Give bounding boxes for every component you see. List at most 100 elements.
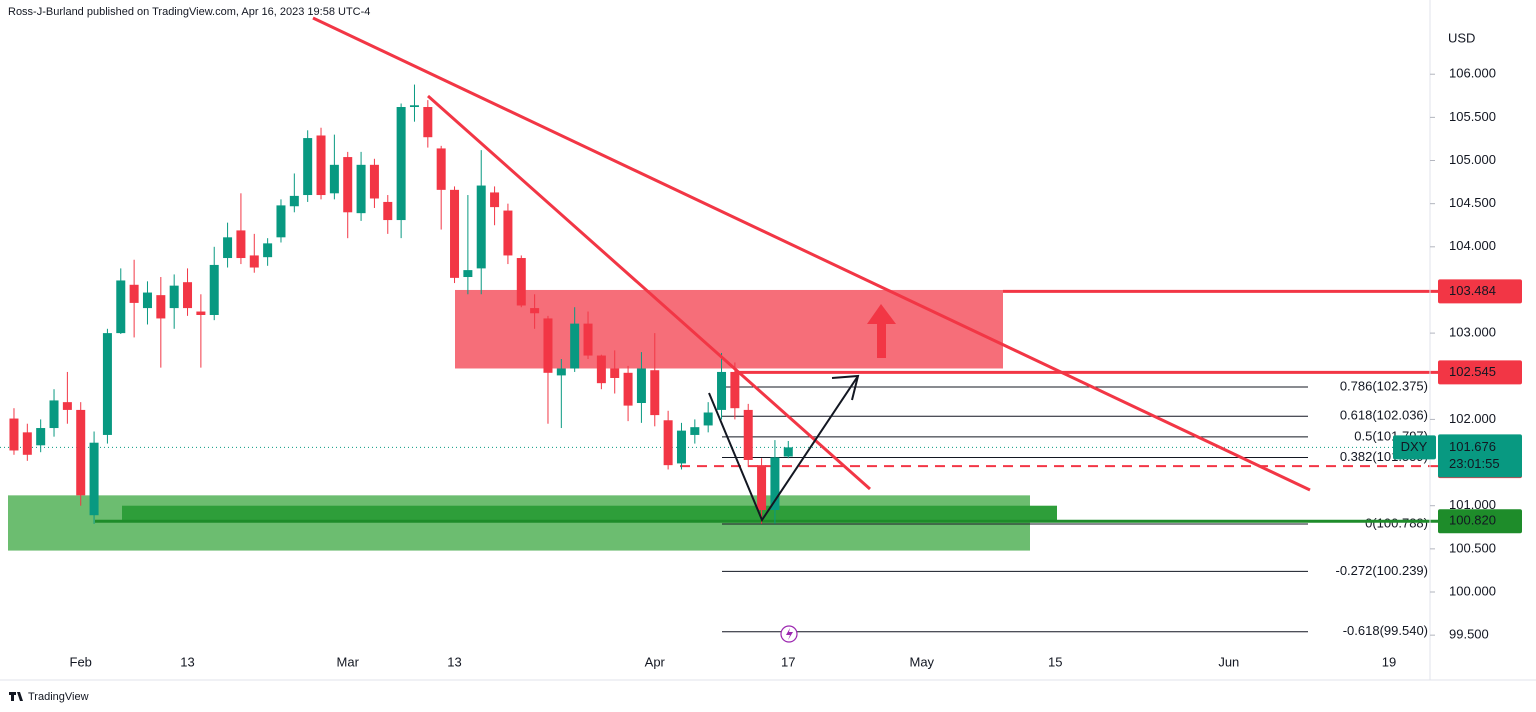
y-tick-label: 103.000 [1449,325,1496,340]
candle-body [556,368,566,376]
candle-body [383,201,393,221]
zone [8,495,1030,551]
y-tick-label: 104.500 [1449,195,1496,210]
y-tick-label: 101.000 [1449,497,1496,512]
event-bolt [786,628,793,640]
candle-body [343,157,353,213]
candle-body [503,210,513,256]
candle-body [209,264,219,315]
symbol-label: DXY [1401,439,1428,454]
candle-body [369,164,379,199]
candle-body [476,185,486,269]
fib-label: 0(100.788) [1365,515,1428,530]
candle-body [450,189,460,278]
candle-body [543,318,553,373]
candle-body [717,371,727,410]
x-tick-label: Feb [70,654,92,669]
candle-body [62,402,72,410]
candle-body [316,135,326,196]
last-price-box [1438,434,1522,478]
levels: 0.786(102.375)0.618(102.036)0.5(101.797)… [0,289,1438,638]
candle-body [196,311,206,315]
up-arrow-head [867,304,896,324]
candle-body [183,282,193,309]
candle-body [223,237,233,259]
price-label-box [1438,279,1522,304]
projection-arrow [831,374,860,401]
candle-body [329,164,339,194]
publisher: Ross-J-Burland published on TradingView.… [8,6,370,18]
candle-body [263,243,273,258]
brand: TradingView [28,691,89,703]
candle-body [610,368,620,378]
candle-body [770,457,780,511]
candle-body [356,164,366,214]
axes: 106.000 105.500 105.000 104.500 104.000 103.0… [0,0,1536,681]
candle-body [129,284,139,303]
y-tick-label: 102.000 [1449,411,1496,426]
candle-body [249,255,259,268]
candle-body [596,355,606,384]
candles [9,84,793,524]
logo [9,692,23,701]
currency: USD [1448,30,1475,45]
projection-path [708,375,859,523]
price-label: 100.820 [1449,513,1496,528]
y-tick-label: 106.000 [1449,66,1496,81]
candle-body [89,442,99,516]
y-tick-label: 105.500 [1449,109,1496,124]
candle-body [583,323,593,356]
candle-body [9,418,19,451]
candle-body [650,370,660,416]
candle-body [690,427,700,435]
zone [122,505,1057,523]
price-label: 102.545 [1449,364,1496,379]
y-tick-label: 99.500 [1449,627,1489,642]
candle-body [516,258,526,306]
candle-body [663,420,673,466]
candle-body [757,465,767,511]
y-tick-label: 100.000 [1449,583,1496,598]
candle-body [623,372,633,406]
candle-body [22,432,32,455]
candle-body [636,368,646,404]
up-arrow-shaft [877,322,886,358]
candle-body [703,412,713,426]
candle-body [276,205,286,238]
trendline [312,16,1311,492]
candle-body [236,230,246,259]
x-tick-label: May [909,654,934,669]
fib-label: 0.786(102.375) [1340,378,1428,393]
y-tick-label: 104.000 [1449,238,1496,253]
candle-body [49,400,59,429]
last-price-label: 101.676 [1449,439,1496,454]
candle-body [463,270,473,278]
candle-body [409,105,419,108]
candle-body [36,428,46,446]
price-labels: 103.484102.545101.459100.820DXY101.67623… [1393,279,1522,534]
candle-body [289,195,299,207]
price-label-box [1438,509,1522,534]
candle-body [142,292,152,309]
candle-body [76,409,86,496]
candle-body [676,430,686,464]
candle-body [303,138,313,196]
footer-logo [9,692,23,701]
candle-body [530,308,540,314]
candle-body [490,192,500,208]
x-tick-label: Mar [337,654,360,669]
candle-body [743,409,753,460]
x-tick-label: Apr [645,654,666,669]
y-tick-label: 100.500 [1449,540,1496,555]
symbol-box [1393,435,1436,460]
candle-body [156,295,166,319]
x-tick-label: 13 [447,654,461,669]
countdown-label: 23:01:55 [1449,456,1500,471]
fib-label: 0.618(102.036) [1340,408,1428,423]
candle-body [169,285,179,309]
fib-label: -0.618(99.540) [1343,623,1428,638]
x-tick-label: 15 [1048,654,1062,669]
x-tick-label: 17 [781,654,795,669]
fib-label: -0.272(100.239) [1335,563,1428,578]
x-tick-label: 19 [1382,654,1396,669]
